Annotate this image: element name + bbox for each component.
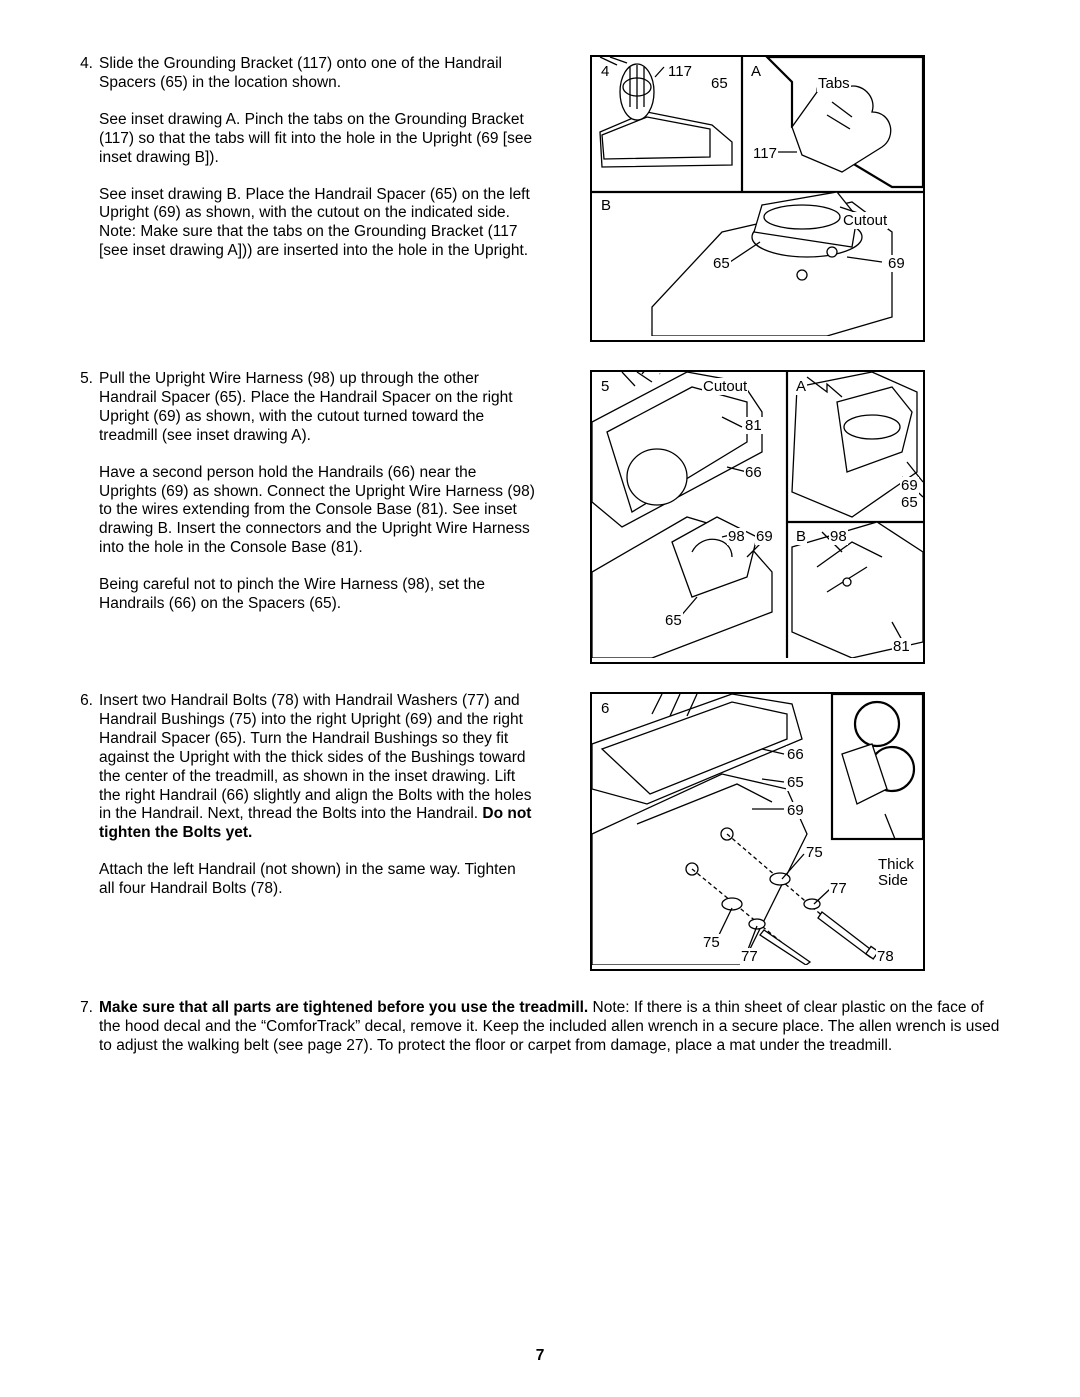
step-4-p1: Slide the Grounding Bracket (117) onto o… [99, 55, 535, 93]
step-5-p2: Have a second person hold the Handrails … [99, 464, 535, 559]
fig6-65: 65 [786, 774, 805, 791]
fig5-cutout: Cutout [702, 378, 748, 395]
manual-page: 4. Slide the Grounding Bracket (117) ont… [0, 0, 1080, 1397]
step-5-p1: Pull the Upright Wire Harness (98) up th… [99, 370, 535, 446]
fig5-69a: 69 [900, 477, 919, 494]
figure-6: 6 66 65 69 75 77 Thick Side 75 77 78 [592, 694, 923, 969]
fig6-69: 69 [786, 802, 805, 819]
fig6-75a: 75 [805, 844, 824, 861]
figure-6-box: 6 66 65 69 75 77 Thick Side 75 77 78 [590, 692, 925, 971]
figure-5-svg [592, 372, 923, 658]
step-4-p2: See inset drawing A. Pinch the tabs on t… [99, 111, 535, 168]
step-4-text: 4. Slide the Grounding Bracket (117) ont… [75, 55, 535, 261]
step-6-text: 6. Insert two Handrail Bolts (78) with H… [75, 692, 535, 899]
step-7-body: Make sure that all parts are tightened b… [99, 999, 1005, 1056]
fig5-81: 81 [744, 417, 763, 434]
fig4-stepnum: 4 [600, 63, 610, 80]
fig6-stepnum: 6 [600, 700, 610, 717]
figure-5-column: 5 Cutout A 81 66 69 65 98 69 B 98 65 81 [590, 370, 925, 664]
step-5-text: 5. Pull the Upright Wire Harness (98) up… [75, 370, 535, 614]
fig5-98a: 98 [727, 528, 746, 545]
step-6-p1: Insert two Handrail Bolts (78) with Hand… [99, 692, 535, 843]
figure-6-svg [592, 694, 923, 965]
fig4-65b: 65 [712, 255, 731, 272]
fig5-A: A [795, 378, 807, 395]
step-7-p1: Make sure that all parts are tightened b… [99, 999, 1005, 1056]
fig4-tabs: Tabs [817, 75, 851, 92]
fig4-65a: 65 [710, 75, 729, 92]
page-number: 7 [0, 1347, 1080, 1365]
fig6-77a: 77 [829, 880, 848, 897]
step-4-row: 4. Slide the Grounding Bracket (117) ont… [75, 55, 1005, 342]
figure-4-svg [592, 57, 923, 336]
fig5-65b: 65 [664, 612, 683, 629]
figure-6-column: 6 66 65 69 75 77 Thick Side 75 77 78 [590, 692, 925, 971]
step-6-number: 6. [75, 692, 99, 899]
step-4-number: 4. [75, 55, 99, 261]
fig4-A: A [750, 63, 762, 80]
step-5-row: 5. Pull the Upright Wire Harness (98) up… [75, 370, 1005, 664]
fig6-78: 78 [876, 948, 895, 965]
step-6-row: 6. Insert two Handrail Bolts (78) with H… [75, 692, 1005, 971]
figure-4-box: 4 117 65 A Tabs 117 B Cutout 65 69 [590, 55, 925, 342]
fig6-66: 66 [786, 746, 805, 763]
step-4-p3: See inset drawing B. Place the Handrail … [99, 186, 535, 262]
fig6-77b: 77 [740, 948, 759, 965]
fig4-cutout: Cutout [842, 212, 888, 229]
step-5-p3: Being careful not to pinch the Wire Harn… [99, 576, 535, 614]
fig5-98b: 98 [829, 528, 848, 545]
step-6-body: Insert two Handrail Bolts (78) with Hand… [99, 692, 535, 899]
fig6-thick: Thick [877, 856, 915, 873]
fig4-117b: 117 [752, 145, 778, 162]
fig5-65a: 65 [900, 494, 919, 511]
step-5-body: Pull the Upright Wire Harness (98) up th… [99, 370, 535, 614]
fig4-117a: 117 [667, 63, 693, 80]
step-6-p1a: Insert two Handrail Bolts (78) with Hand… [99, 692, 532, 822]
fig6-side: Side [877, 872, 909, 889]
fig5-69b: 69 [755, 528, 774, 545]
fig5-stepnum: 5 [600, 378, 610, 395]
fig5-81b: 81 [892, 638, 911, 655]
step-7-p1b: Make sure that all parts are tightened b… [99, 999, 588, 1016]
step-7-number: 7. [75, 999, 99, 1056]
fig4-69: 69 [887, 255, 906, 272]
fig6-75b: 75 [702, 934, 721, 951]
figure-4: 4 117 65 A Tabs 117 B Cutout 65 69 [592, 57, 923, 340]
step-4-body: Slide the Grounding Bracket (117) onto o… [99, 55, 535, 261]
fig5-B: B [795, 528, 807, 545]
figure-4-column: 4 117 65 A Tabs 117 B Cutout 65 69 [590, 55, 925, 342]
figure-5-box: 5 Cutout A 81 66 69 65 98 69 B 98 65 81 [590, 370, 925, 664]
figure-5: 5 Cutout A 81 66 69 65 98 69 B 98 65 81 [592, 372, 923, 662]
fig5-66: 66 [744, 464, 763, 481]
step-6-p2: Attach the left Handrail (not shown) in … [99, 861, 535, 899]
step-7-row: 7. Make sure that all parts are tightene… [75, 999, 1005, 1056]
fig4-B: B [600, 197, 612, 214]
step-5-number: 5. [75, 370, 99, 614]
